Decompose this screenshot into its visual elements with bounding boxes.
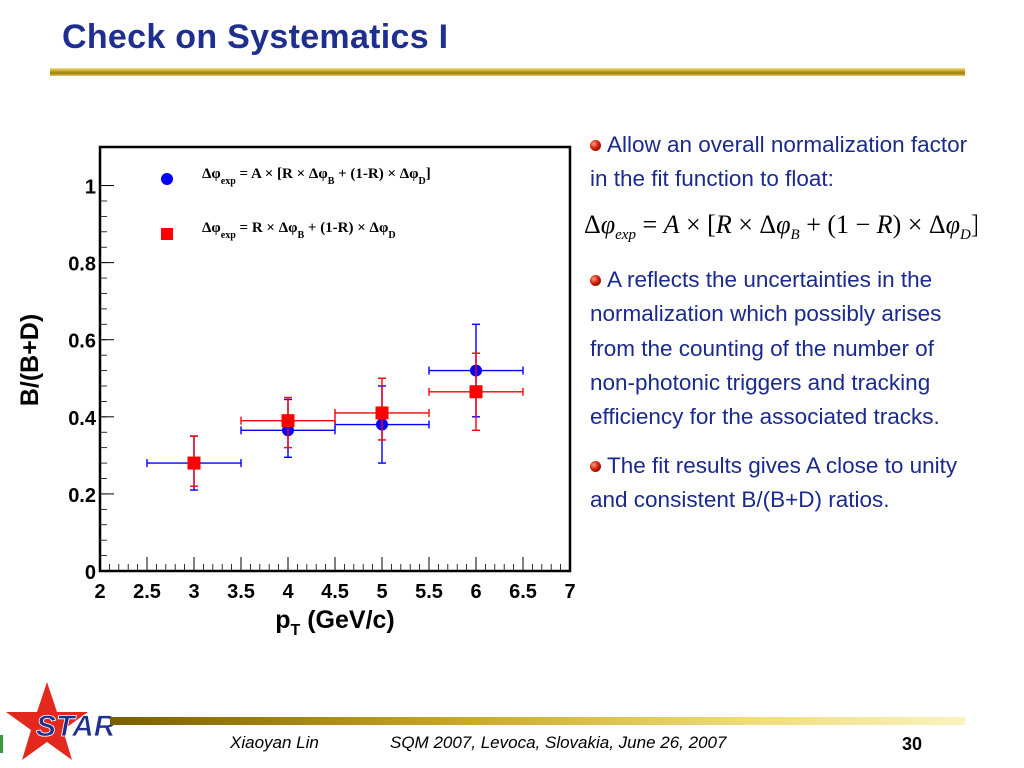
data-marks xyxy=(146,323,524,491)
x-tick-label: 3 xyxy=(188,581,199,603)
data-point-square xyxy=(187,456,201,470)
x-tick-label: 5.5 xyxy=(415,581,443,603)
data-point-square xyxy=(469,385,483,399)
y-tick-label: 0.6 xyxy=(68,331,96,353)
x-tick-label: 2 xyxy=(94,581,105,603)
star-icon xyxy=(6,682,88,760)
x-tick-label: 6.5 xyxy=(509,581,537,603)
x-tick-label: 4 xyxy=(282,581,294,603)
bullet-marker xyxy=(590,460,601,472)
x-tick-labels: 2 2.5 3 3.5 4 4.5 5 5.5 6 6.5 7 xyxy=(94,581,575,603)
data-point-square xyxy=(281,414,295,428)
bullet-item-1: Allow an overall normalization factor in… xyxy=(590,128,970,197)
bullet-list: Allow an overall normalization factor in… xyxy=(584,128,977,518)
y-tick-label: 0 xyxy=(85,562,96,584)
x-tick-label: 4.5 xyxy=(321,581,349,603)
title-underline xyxy=(50,68,965,76)
x-tick-label: 2.5 xyxy=(133,581,161,603)
x-axis-label: pT (GeV/c) xyxy=(275,606,395,639)
bullet-item-2: A reflects the uncertainties in the norm… xyxy=(590,263,970,435)
footer-rule xyxy=(110,717,965,725)
edge-accent xyxy=(0,735,3,753)
logo-text: STAR xyxy=(36,710,116,743)
y-tick-label: 0.8 xyxy=(68,254,96,276)
bullet-item-3: The fit results gives A close to unity a… xyxy=(590,449,970,518)
y-tick-label: 0.2 xyxy=(68,485,96,507)
slide-title: Check on Systematics I xyxy=(62,18,449,56)
chart: 2 2.5 3 3.5 4 4.5 5 5.5 6 6.5 7 0 0.2 0.4 0.6 0.8 1 Δφe… xyxy=(16,141,576,639)
x-tick-label: 5 xyxy=(376,581,387,603)
bullet-text-3: The fit results gives A close to unity a… xyxy=(590,452,958,513)
bullet-marker xyxy=(590,140,601,151)
chart-background xyxy=(98,141,572,592)
legend-label-red: Δφexp = R × ΔφB + (1-R) × ΔφD xyxy=(202,220,396,241)
bullet-marker xyxy=(590,274,601,286)
legend-label-blue: Δφexp = A × [R × ΔφB + (1-R) × ΔφD] xyxy=(202,166,431,187)
y-tick-labels: 0 0.2 0.4 0.6 0.8 1 xyxy=(68,177,97,584)
bullet-text-1: Allow an overall normalization factor in… xyxy=(590,132,968,192)
legend-marker-red xyxy=(161,228,173,240)
formula-text: Δφexp = A × [R × ΔφB + (1 − R) × ΔφD] xyxy=(584,210,977,243)
footer-author: Xiaoyan Lin xyxy=(230,733,319,752)
bullet-text-2: A reflects the uncertainties in the norm… xyxy=(590,266,942,430)
x-tick-label: 6 xyxy=(470,581,481,603)
formula: Δφexp = A × [R × ΔφB + (1 − R) × ΔφD] xyxy=(584,210,977,243)
x-tick-label: 7 xyxy=(564,581,575,603)
axis-ticks xyxy=(99,185,571,572)
data-point-square xyxy=(375,406,389,420)
star-logo: STAR xyxy=(6,682,116,760)
y-tick-label: 1 xyxy=(85,177,96,199)
footer-event: SQM 2007, Levoca, Slovakia, June 26, 200… xyxy=(390,733,727,752)
x-tick-label: 3.5 xyxy=(227,581,255,603)
y-tick-label: 0.4 xyxy=(68,408,97,430)
y-axis-label: B/(B+D) xyxy=(16,314,44,406)
legend: Δφexp = A × [R × ΔφB + (1-R) × ΔφD] Δφex… xyxy=(161,166,431,241)
slide-number: 30 xyxy=(902,734,923,754)
legend-marker-blue xyxy=(161,173,173,185)
